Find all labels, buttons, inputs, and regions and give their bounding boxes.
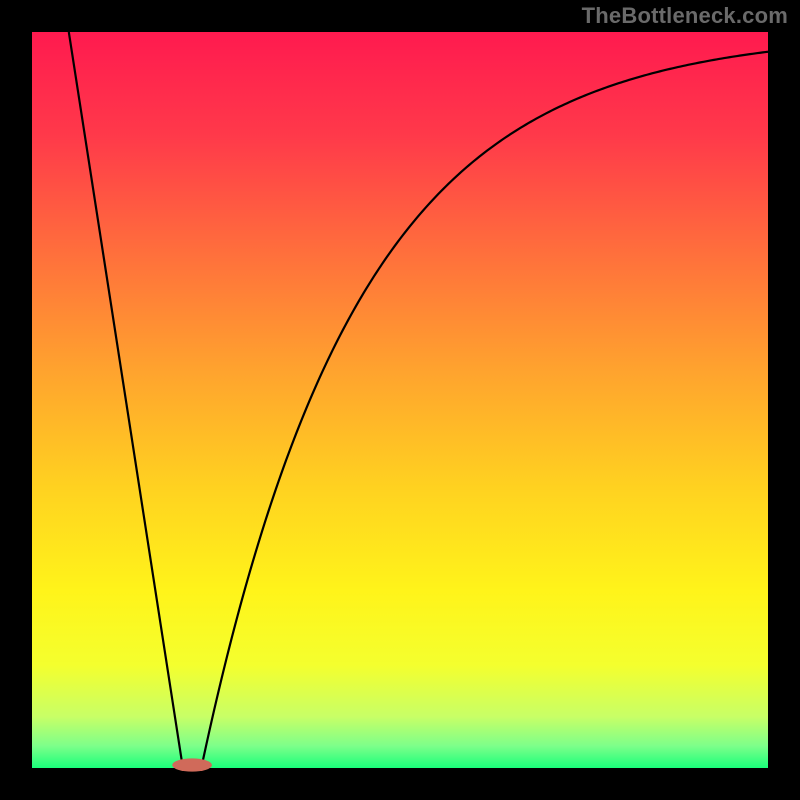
watermark-text: TheBottleneck.com: [582, 3, 788, 29]
chart-container: TheBottleneck.com: [0, 0, 800, 800]
vertex-marker: [172, 758, 212, 771]
bottleneck-chart: [0, 0, 800, 800]
plot-background: [32, 32, 768, 768]
